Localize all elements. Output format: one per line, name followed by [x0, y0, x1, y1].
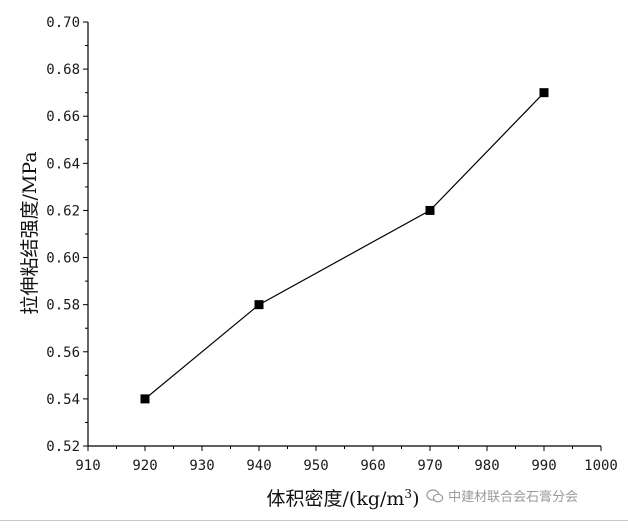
y-tick-label: 0.60: [46, 251, 80, 267]
x-tick-label: 940: [246, 458, 271, 474]
data-point: [425, 205, 435, 215]
x-tick-label: 1000: [584, 458, 618, 474]
y-tick-label: 0.52: [46, 439, 80, 455]
series-markers: [140, 88, 549, 404]
x-tick-label: 980: [474, 458, 499, 474]
x-axis-ticks: 910 920 930 940 950 960 970 980 990 1000: [75, 446, 618, 474]
data-point: [140, 394, 150, 404]
y-tick-label: 0.68: [46, 62, 80, 78]
y-tick-label: 0.64: [46, 156, 80, 172]
y-tick-label: 0.66: [46, 109, 80, 125]
y-tick-label: 0.70: [46, 15, 80, 31]
watermark: 中建材联合会石膏分会: [426, 486, 578, 505]
y-tick-label: 0.58: [46, 298, 80, 314]
data-point: [254, 300, 264, 310]
series-line: [144, 92, 545, 400]
x-tick-label: 950: [303, 458, 328, 474]
x-tick-label: 960: [360, 458, 385, 474]
x-tick-label: 930: [189, 458, 214, 474]
y-tick-label: 0.54: [46, 392, 80, 408]
x-tick-label: 970: [417, 458, 442, 474]
y-tick-label: 0.56: [46, 345, 80, 361]
bottom-divider: [0, 520, 628, 521]
y-tick-label: 0.62: [46, 203, 80, 219]
x-tick-label: 910: [75, 458, 100, 474]
y-axis-title: 拉伸粘结强度/MPa: [19, 151, 41, 314]
y-axis-ticks: 0.52 0.54 0.56 0.58 0.60 0.62 0.64 0.66 0.68 0.70: [46, 15, 88, 455]
x-axis-title: 体积密度/(kg/m3): [267, 487, 420, 510]
x-tick-label: 920: [132, 458, 157, 474]
watermark-text: 中建材联合会石膏分会: [448, 490, 579, 505]
data-point: [539, 88, 549, 98]
wechat-icon: [426, 489, 448, 505]
x-tick-label: 990: [531, 458, 556, 474]
